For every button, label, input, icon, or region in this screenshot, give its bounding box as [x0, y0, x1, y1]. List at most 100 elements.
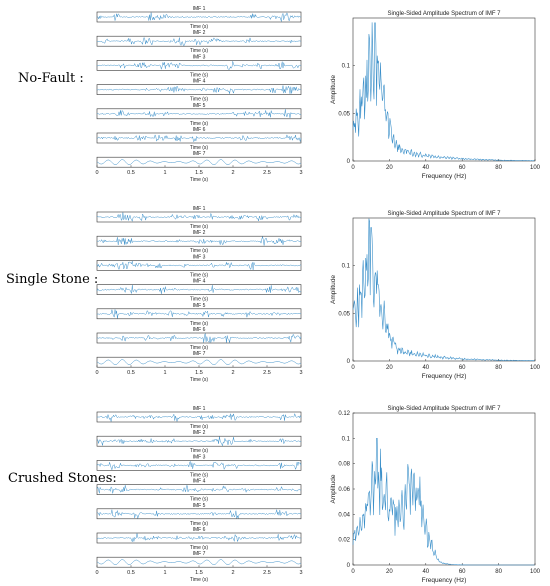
y-tick-label: 0.12: [338, 411, 350, 417]
y-axis-label: Amplitude: [330, 75, 337, 104]
imf-signal-line: [96, 436, 302, 447]
x-tick-label: 2.5: [263, 570, 271, 576]
x-tick-label: 60: [459, 569, 466, 575]
time-axis-label: Time (s): [190, 472, 208, 478]
time-axis-label: Time (s): [190, 521, 208, 527]
spectrum-axes-box: [352, 217, 536, 362]
x-tick-label: 1.5: [195, 570, 203, 576]
x-tick-label: 1: [163, 170, 166, 176]
spectrum-axes-box: [352, 412, 536, 566]
x-tick-label: 0: [95, 370, 98, 376]
x-tick-label: 0: [351, 569, 355, 575]
imf-signal-line: [96, 509, 302, 520]
x-tick-label: 2.5: [263, 370, 271, 376]
x-tick-label: 100: [530, 365, 541, 371]
y-tick-label: 0.04: [338, 512, 350, 518]
y-axis-label: Amplitude: [330, 474, 337, 503]
time-axis-label: Time (s): [190, 377, 208, 383]
time-axis-label: Time (s): [190, 272, 208, 278]
time-axis-label: Time (s): [190, 545, 208, 551]
x-tick-label: 100: [530, 165, 541, 171]
x-tick-label: 1.5: [195, 370, 203, 376]
spectrum-series-line: [352, 22, 535, 162]
imf-title: IMF 1: [193, 406, 206, 412]
x-tick-label: 40: [422, 165, 429, 171]
imf-signal-line: [96, 36, 302, 46]
imf-title: IMF 4: [193, 79, 206, 85]
imf-title: IMF 2: [193, 230, 206, 236]
imf-title: IMF 5: [193, 303, 206, 309]
x-tick-label: 40: [422, 569, 429, 575]
time-axis-label: Time (s): [190, 577, 208, 583]
x-tick-label: 0.5: [127, 170, 135, 176]
time-axis-label: Time (s): [190, 497, 208, 503]
spectrum-title: Single-Sided Amplitude Spectrum of IMF 7: [387, 211, 501, 217]
imf-title: IMF 7: [193, 151, 206, 157]
imf-signal-line: [96, 85, 302, 94]
time-axis-label: Time (s): [190, 121, 208, 127]
imf-axes-box: [96, 508, 302, 520]
x-tick-label: 100: [530, 569, 541, 575]
x-tick-label: 40: [422, 365, 429, 371]
y-axis-label: Amplitude: [330, 275, 337, 304]
imf-signal-line: [96, 533, 302, 543]
imf-title: IMF 2: [193, 30, 206, 36]
imf-title: IMF 7: [193, 551, 206, 557]
imf-signal-line: [96, 559, 302, 565]
row-label: No-Fault :: [18, 71, 84, 86]
time-axis-label: Time (s): [190, 448, 208, 454]
imf-title: IMF 1: [193, 206, 206, 212]
imf-title: IMF 7: [193, 351, 206, 357]
row-label: Crushed Stones:: [8, 471, 117, 486]
imf-signal-line: [96, 309, 302, 319]
x-tick-label: 80: [495, 165, 502, 171]
imf-signal-line: [96, 61, 302, 71]
imf-axes-box: [96, 211, 302, 223]
imf-title: IMF 6: [193, 127, 206, 133]
spectrum-axes-box: [352, 17, 536, 162]
y-tick-label: 0.05: [338, 311, 350, 317]
x-tick-label: 1: [163, 570, 166, 576]
imf-axes-box: [96, 84, 302, 95]
imf-title: IMF 3: [193, 254, 206, 260]
time-axis-label: Time (s): [190, 48, 208, 54]
x-tick-label: 20: [386, 569, 393, 575]
y-tick-label: 0: [347, 159, 351, 165]
x-tick-label: 20: [386, 365, 393, 371]
imf-title: IMF 5: [193, 503, 206, 509]
time-axis-label: Time (s): [190, 321, 208, 327]
imf-title: IMF 2: [193, 430, 206, 436]
x-tick-label: 0: [95, 570, 98, 576]
imf-title: IMF 1: [193, 6, 206, 12]
imf-signal-line: [96, 212, 302, 222]
x-tick-label: 3: [299, 370, 302, 376]
imf-title: IMF 4: [193, 279, 206, 285]
x-tick-label: 2: [231, 170, 234, 176]
x-tick-label: 0: [351, 165, 355, 171]
x-tick-label: 2: [231, 570, 234, 576]
x-axis-label: Frequency (Hz): [422, 373, 467, 380]
imf-axes-box: [96, 235, 302, 247]
x-tick-label: 20: [386, 165, 393, 171]
imf-signal-line: [97, 133, 302, 143]
x-tick-label: 2.5: [263, 170, 271, 176]
spectrum-title: Single-Sided Amplitude Spectrum of IMF 7: [387, 406, 501, 412]
x-tick-label: 1.5: [195, 170, 203, 176]
time-axis-label: Time (s): [190, 297, 208, 303]
y-tick-label: 0.05: [338, 111, 350, 117]
y-tick-label: 0.06: [338, 487, 350, 493]
x-tick-label: 3: [299, 570, 302, 576]
spectrum-series-line: [352, 218, 535, 362]
y-tick-label: 0.08: [338, 462, 350, 468]
imf-signal-line: [96, 109, 302, 118]
x-axis-label: Frequency (Hz): [422, 577, 467, 584]
y-tick-label: 0.1: [342, 436, 351, 442]
imf-signal-line: [96, 235, 302, 246]
time-axis-label: Time (s): [190, 248, 208, 254]
time-axis-label: Time (s): [190, 345, 208, 351]
x-tick-label: 1: [163, 370, 166, 376]
x-tick-label: 2: [231, 370, 234, 376]
x-axis-label: Frequency (Hz): [422, 173, 467, 180]
imf-title: IMF 5: [193, 103, 206, 109]
